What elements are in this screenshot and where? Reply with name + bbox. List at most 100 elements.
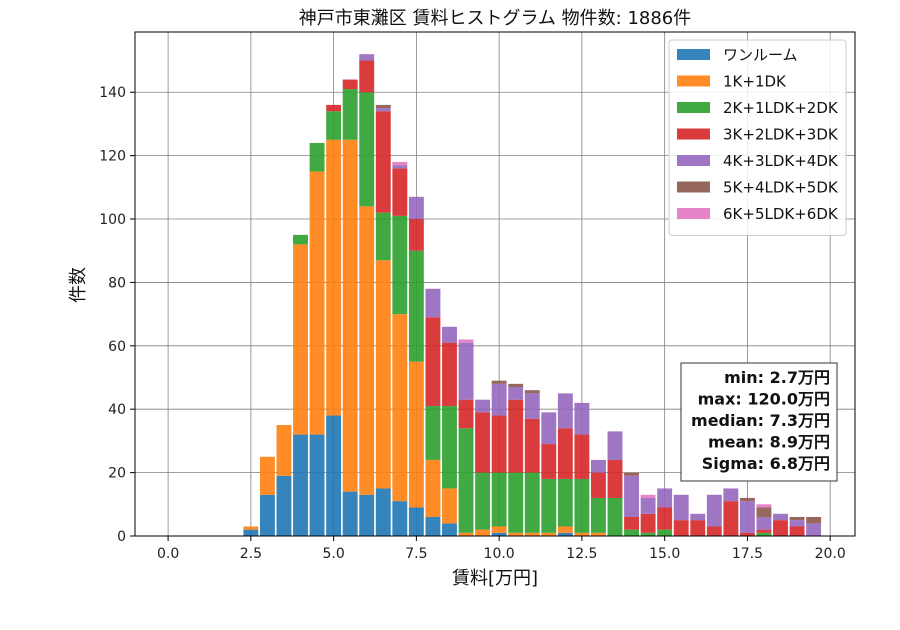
histogram-bar [756,516,772,530]
histogram-bar [359,206,375,495]
histogram-bar [739,497,755,502]
histogram-bar [458,428,474,533]
histogram-bar [624,475,639,517]
histogram-bar [690,520,706,536]
legend: ワンルーム 1K+1DK 2K+1LDK+2DK 3K+2LDK+3DK 4K+3LDK… [668,39,847,236]
histogram-bar [408,507,424,536]
histogram-bar [640,497,656,514]
histogram-bar [425,288,441,318]
histogram-bar [475,399,491,413]
histogram-bar [475,529,491,536]
stats-line: Sigma: 6.8万円 [702,454,830,473]
legend-label: 5K+4LDK+5DK [723,179,839,197]
histogram-bar [524,472,540,533]
histogram-bar [392,161,408,166]
histogram-bar [491,526,507,533]
histogram-bar [756,529,772,533]
histogram-bar [408,361,424,508]
legend-swatch [677,49,710,60]
histogram-bar [607,431,623,460]
histogram-bar [640,494,656,498]
histogram-bar [806,516,822,524]
histogram-bar [591,532,606,536]
histogram-bar [326,111,342,140]
histogram-bar [442,523,457,536]
legend-swatch [677,75,710,87]
y-tick-label: 20 [108,466,126,482]
histogram-bar [508,532,524,536]
histogram-bar [442,406,457,489]
histogram-bar [359,54,375,61]
histogram-bar [491,472,507,527]
bars-layer [243,54,822,536]
histogram-bar [342,491,358,536]
chart-title: 神戸市東灘区 賃料ヒストグラム 物件数: 1886件 [299,8,692,29]
legend-swatch [677,181,710,193]
legend-swatch [677,102,710,113]
histogram-bar [524,418,540,473]
histogram-bar [425,459,441,517]
histogram-bar [359,60,375,93]
histogram-bar [574,434,590,479]
histogram-bar [557,526,573,533]
histogram-bar [425,406,441,460]
histogram-bar [541,412,557,445]
histogram-bar [673,520,689,536]
histogram-bar [309,142,325,172]
histogram-bar [425,516,441,536]
y-tick-label: 0 [117,529,126,545]
histogram-bar [491,383,507,416]
histogram-bar [475,412,491,473]
histogram-bar [723,501,739,536]
legend-swatch [677,208,710,219]
histogram-bar [789,526,805,536]
histogram-bar [375,104,391,109]
histogram-bar [491,380,507,384]
histogram-bar [624,472,639,476]
histogram-bar [342,139,358,492]
histogram-bar [524,532,540,536]
histogram-bar [243,529,259,536]
x-tick-label: 15.0 [649,546,680,562]
legend-label: ワンルーム [723,46,798,64]
histogram-bar [392,501,408,536]
histogram-bar [657,507,673,530]
legend-label: 1K+1DK [723,73,787,91]
stats-frame [680,362,838,482]
histogram-bar [276,425,292,476]
x-tick-label: 17.5 [732,546,763,562]
y-tick-label: 40 [108,402,126,418]
x-tick-label: 12.5 [566,546,597,562]
histogram-bar [806,523,822,536]
y-tick-label: 60 [108,339,126,355]
histogram-bar [359,494,375,536]
histogram-bar [574,402,590,435]
histogram-bar [392,314,408,502]
legend-label: 3K+2LDK+3DK [723,126,839,144]
histogram-bar [756,507,772,517]
histogram-bar [508,383,524,388]
stats-line: max: 120.0万円 [698,390,830,409]
x-tick-label: 20.0 [815,546,846,562]
histogram-bar [375,212,391,261]
histogram-bar [591,472,606,498]
histogram-bar [607,497,623,536]
stats-line: min: 2.7万円 [724,368,830,387]
legend-label: 2K+1LDK+2DK [723,99,839,117]
histogram-bar [259,456,275,495]
y-axis-title: 件数 [68,267,89,303]
histogram-bar [524,393,540,419]
histogram-bar [574,478,590,533]
histogram-bar [756,504,772,508]
stats-box: min: 2.7万円 max: 120.0万円 median: 7.3万円 mean:… [680,362,838,482]
histogram-bar [293,234,308,245]
histogram-bar [624,529,639,536]
histogram-bar [508,472,524,533]
histogram-bar [326,139,342,416]
histogram-bar [475,472,491,530]
x-tick-label: 0.0 [157,546,179,562]
histogram-bar [375,260,391,489]
histogram-bar [640,532,656,536]
histogram-bar [739,532,755,536]
